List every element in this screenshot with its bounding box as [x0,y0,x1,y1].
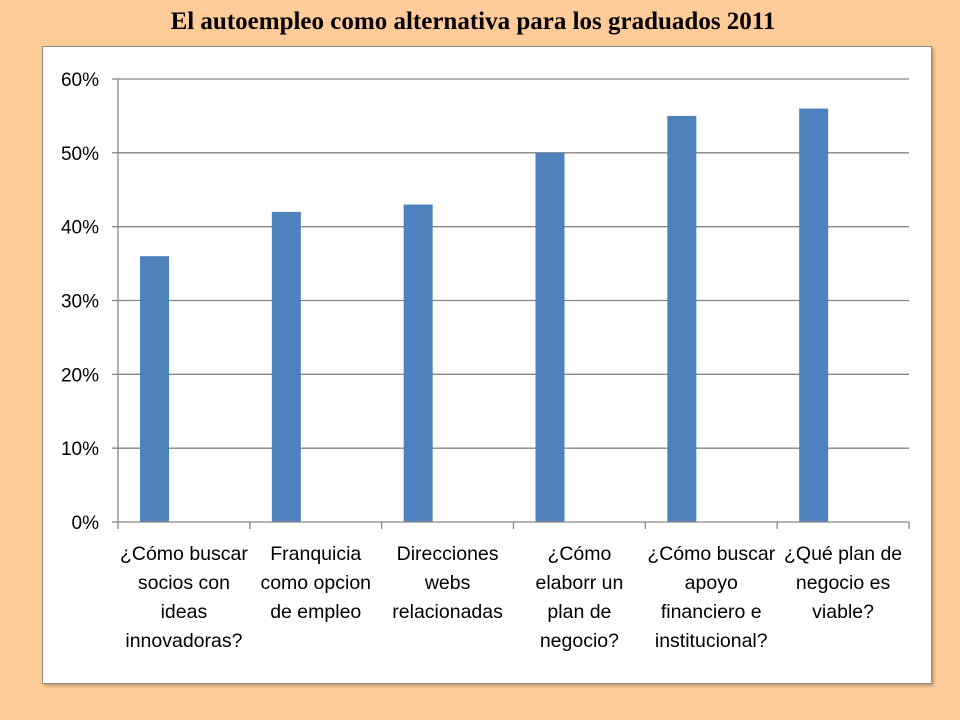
bar [271,211,301,522]
bar [140,256,169,522]
x-tick-label: ¿Qué plan de negocio es viable? [784,543,902,623]
y-tick-label: 10% [61,439,99,460]
x-tick-label: ¿Cómo elaborr un plan de negocio? [536,543,624,652]
slide-title: El autoempleo como alternativa para los … [170,8,776,35]
y-tick-label: 40% [61,218,99,239]
y-tick-label: 20% [61,365,99,386]
bar [403,204,433,522]
bars [140,108,829,523]
chart-frame: 0% 10% 20% 30% 40% 50% 60% ¿Cómo buscar socios c… [42,46,932,684]
y-tick-label: 0% [72,513,100,534]
y-tick-label: 50% [61,144,99,165]
labels: 0% 10% 20% 30% 40% 50% 60% ¿Cómo buscar socios c… [61,70,902,652]
x-tick-label: Franquicia como opcion de empleo [260,543,371,623]
x-tick-label: ¿Cómo buscar socios con ideas innovadoras? [120,543,248,652]
gridlines [118,78,909,449]
x-tick-label: ¿Cómo buscar apoyo financiero e institucion… [647,543,775,652]
bar [667,115,697,523]
y-tick-label: 30% [61,292,99,313]
bar-chart: 0% 10% 20% 30% 40% 50% 60% ¿Cómo buscar socios c… [61,70,910,652]
y-tick-label: 60% [61,70,99,91]
bar [799,108,829,523]
bar [535,152,565,522]
x-tick-label: Direcciones webs relacionadas [392,543,503,623]
axes [112,78,910,529]
